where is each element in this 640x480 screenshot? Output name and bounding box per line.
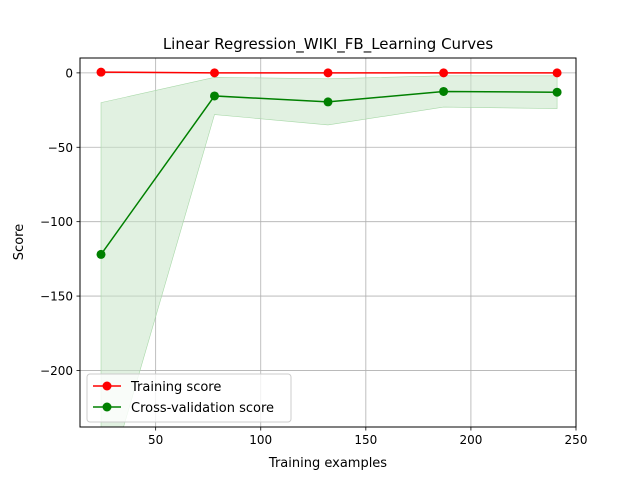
- chart-title: Linear Regression_WIKI_FB_Learning Curve…: [163, 35, 494, 54]
- legend-label-training: Training score: [130, 380, 221, 395]
- y-tick-label: −200: [40, 364, 73, 378]
- tick-layer: 50 100 150 200 250 0 −50 −100 −150 −200: [40, 66, 587, 447]
- y-tick-label: −50: [48, 141, 73, 155]
- plot-frame: [79, 57, 577, 428]
- y-tick-label: −150: [40, 290, 73, 304]
- cross-validation-score-point: [210, 91, 220, 101]
- cross-validation-score-point: [96, 249, 106, 259]
- legend-box: [86, 373, 292, 423]
- cross-validation-confidence-band: [100, 75, 558, 427]
- x-axis-label: Training examples: [268, 456, 387, 471]
- confidence-band-layer: [100, 72, 558, 427]
- cross-validation-score-point: [552, 87, 562, 97]
- legend: Training score Cross-validation score: [86, 373, 292, 423]
- training-score-point: [552, 68, 562, 78]
- y-tick-label: −100: [40, 215, 73, 229]
- y-tick-label: 0: [65, 66, 73, 80]
- cross-validation-score-point: [439, 86, 449, 96]
- cross-validation-score-point: [323, 97, 333, 107]
- legend-marker-cross-validation: [102, 402, 112, 412]
- x-tick-label: 200: [459, 433, 482, 447]
- training-score-point: [439, 68, 449, 78]
- x-tick-label: 50: [148, 433, 163, 447]
- series-point-layer: [96, 67, 562, 259]
- x-tick-label: 100: [249, 433, 272, 447]
- legend-label-cross-validation: Cross-validation score: [131, 401, 274, 416]
- legend-marker-training: [102, 381, 112, 391]
- x-tick-label: 150: [354, 433, 377, 447]
- training-score-point: [323, 68, 333, 78]
- training-score-point: [210, 68, 220, 78]
- y-axis-label: Score: [12, 224, 27, 260]
- training-score-point: [96, 67, 106, 77]
- x-tick-label: 250: [565, 433, 588, 447]
